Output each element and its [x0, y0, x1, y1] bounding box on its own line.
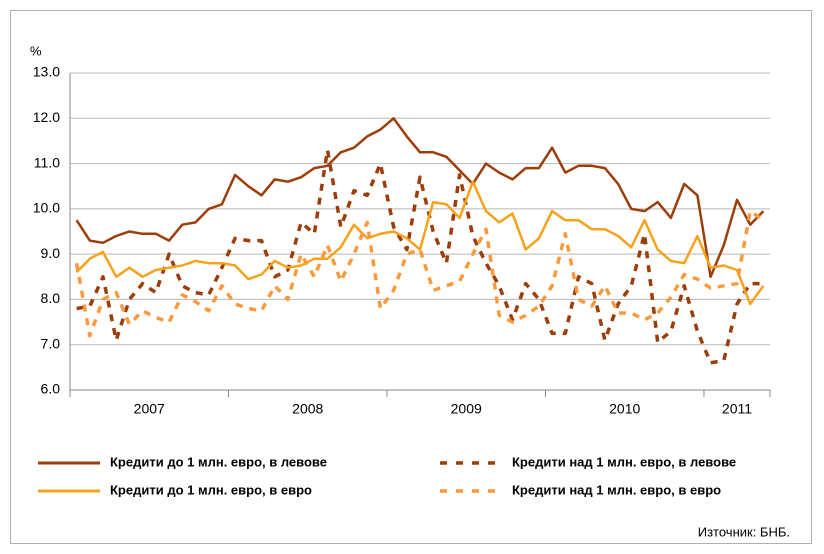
- y-tick-label: 13.0: [33, 64, 60, 80]
- series-line: [74, 209, 765, 338]
- series-line: [75, 117, 765, 279]
- legend-label: Кредити до 1 млн. евро, в левове: [110, 454, 327, 469]
- legend-label: Кредити над 1 млн. евро, в евро: [512, 482, 721, 497]
- y-tick-label: 8.0: [41, 290, 61, 306]
- x-tick-label: 2007: [134, 401, 165, 417]
- x-tick-label: 2011: [722, 401, 752, 417]
- x-tick-label: 2009: [451, 401, 482, 417]
- series-line: [76, 148, 764, 365]
- y-tick-label: 11.0: [34, 154, 60, 170]
- y-tick-label: 10.0: [33, 200, 60, 216]
- y-tick-label: 6.0: [41, 381, 61, 397]
- legend-label: Кредити до 1 млн. евро, в евро: [110, 482, 312, 497]
- y-tick-label: 7.0: [41, 335, 61, 351]
- series-line: [75, 180, 765, 306]
- x-tick-label: 2008: [292, 401, 323, 417]
- frame: [10, 10, 812, 544]
- source: Източник: БНБ.: [698, 524, 790, 539]
- y-axis-label: %: [30, 43, 42, 58]
- legend-label: Кредити над 1 млн. евро, в левове: [512, 454, 736, 469]
- y-tick-label: 12.0: [33, 109, 60, 125]
- y-tick-label: 9.0: [41, 245, 61, 261]
- x-tick-label: 2010: [609, 401, 640, 417]
